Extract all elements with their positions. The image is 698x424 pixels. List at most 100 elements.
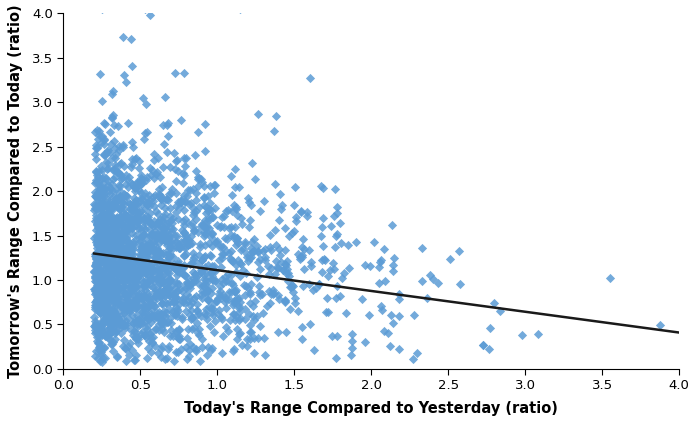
Point: [123, 244, 134, 251]
Point: [100, 233, 111, 240]
Point: [145, 244, 156, 251]
Point: [93, 308, 104, 315]
Point: [297, 283, 309, 290]
Point: [102, 307, 113, 314]
Point: [110, 228, 121, 234]
Point: [158, 263, 170, 270]
Point: [160, 210, 171, 217]
Point: [313, 280, 325, 287]
Point: [94, 259, 105, 265]
Point: [292, 251, 304, 257]
Point: [107, 288, 119, 295]
Point: [107, 112, 119, 118]
Point: [105, 288, 117, 295]
Point: [95, 218, 106, 225]
Point: [96, 281, 107, 287]
Point: [131, 303, 142, 310]
Point: [91, 145, 103, 152]
Point: [223, 328, 234, 335]
Point: [99, 293, 110, 300]
Point: [193, 204, 205, 210]
Point: [146, 338, 157, 345]
Point: [282, 278, 293, 285]
Point: [221, 278, 232, 285]
Point: [114, 143, 125, 150]
Point: [96, 199, 107, 206]
Point: [135, 318, 146, 325]
Point: [186, 259, 198, 266]
Point: [117, 259, 128, 266]
Point: [118, 272, 129, 279]
Point: [118, 143, 129, 150]
Point: [130, 296, 141, 303]
Point: [179, 230, 190, 237]
Point: [96, 268, 107, 275]
Point: [91, 329, 102, 336]
Point: [203, 193, 214, 200]
Point: [321, 294, 332, 301]
Point: [259, 352, 270, 359]
Point: [133, 270, 144, 277]
Point: [318, 243, 329, 250]
Point: [113, 268, 124, 274]
Point: [161, 318, 172, 325]
Point: [98, 192, 110, 199]
Point: [89, 207, 100, 214]
Point: [216, 276, 228, 283]
Point: [109, 243, 120, 250]
Point: [110, 327, 121, 334]
Point: [94, 202, 105, 209]
Point: [517, 332, 528, 339]
Point: [114, 146, 125, 153]
Point: [209, 268, 221, 275]
Point: [126, 139, 138, 146]
Point: [130, 297, 141, 304]
Point: [99, 190, 110, 196]
Point: [163, 262, 174, 269]
Point: [180, 155, 191, 162]
Point: [379, 245, 390, 252]
Point: [149, 254, 161, 261]
Point: [112, 313, 124, 320]
Point: [97, 231, 108, 237]
Point: [158, 141, 170, 148]
Point: [101, 306, 112, 312]
Point: [198, 223, 209, 230]
Point: [227, 258, 238, 265]
Point: [117, 265, 128, 272]
Point: [101, 312, 112, 319]
Point: [92, 340, 103, 346]
Point: [132, 273, 143, 280]
Point: [100, 245, 111, 252]
Point: [343, 242, 354, 249]
Point: [173, 335, 184, 342]
Point: [110, 164, 121, 171]
Point: [89, 218, 101, 225]
Point: [157, 249, 168, 256]
Point: [168, 261, 179, 268]
Point: [114, 259, 125, 266]
Point: [114, 214, 125, 221]
Point: [174, 240, 185, 247]
Point: [138, 239, 149, 246]
Point: [145, 313, 156, 320]
Point: [101, 214, 112, 220]
Point: [110, 214, 121, 221]
Point: [411, 350, 422, 357]
Point: [96, 194, 107, 201]
Point: [269, 127, 280, 134]
Point: [245, 289, 256, 296]
Point: [131, 155, 142, 162]
Point: [248, 313, 259, 320]
Point: [108, 276, 119, 283]
Point: [218, 251, 229, 258]
Point: [101, 234, 112, 241]
Point: [136, 177, 147, 184]
Point: [142, 213, 154, 220]
Point: [239, 282, 250, 289]
Point: [330, 185, 341, 192]
Point: [165, 298, 176, 305]
Point: [155, 259, 166, 265]
Point: [107, 217, 119, 224]
Point: [135, 246, 146, 253]
